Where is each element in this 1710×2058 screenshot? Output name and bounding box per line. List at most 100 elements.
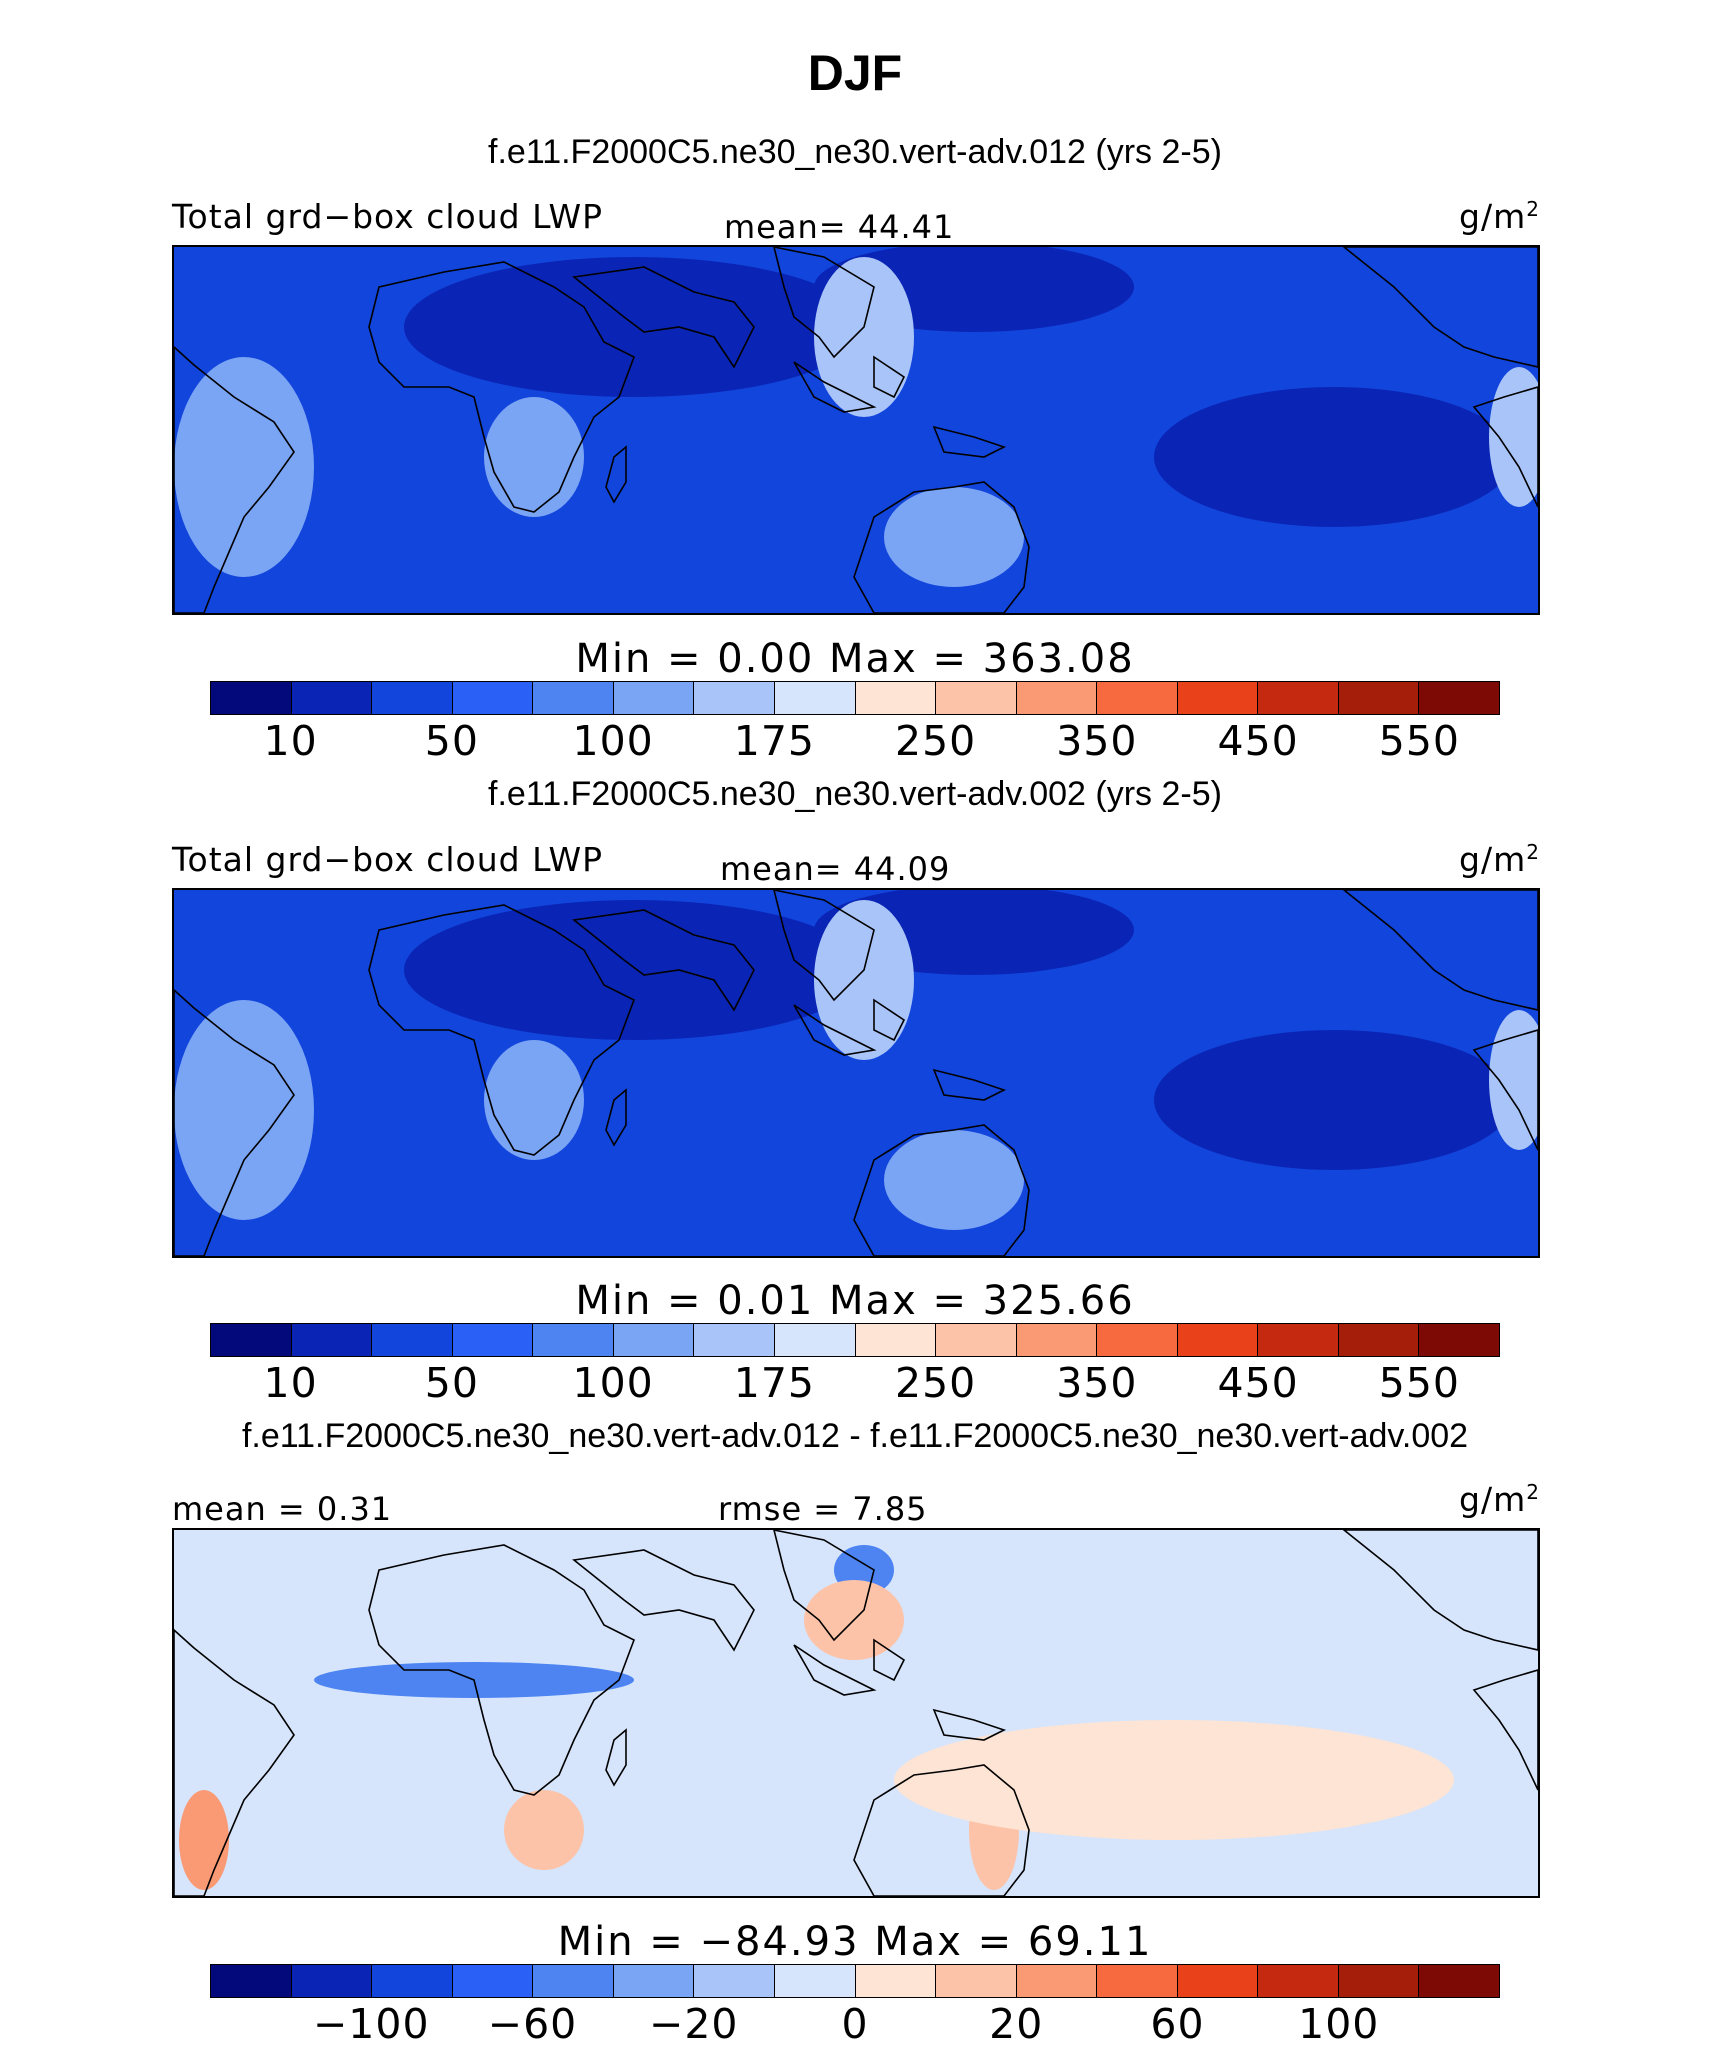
panel-3-units: g/m2 (1459, 1480, 1540, 1519)
panel-1-colorbar-ticks: 10 50 100 175 250 350 450 550 (210, 717, 1500, 765)
coast-north-america (1342, 247, 1538, 368)
colorbar-swatch (694, 1965, 775, 1997)
coast-arabia-india (572, 266, 755, 369)
coast-east-asia (773, 890, 875, 1002)
colorbar-tick-label: 350 (1056, 1359, 1138, 1407)
colorbar-swatch (1419, 682, 1499, 714)
colorbar-swatch (452, 682, 534, 714)
panel-1-mean-stat: mean= 44.41 (724, 208, 955, 246)
colorbar-tick-label: 50 (424, 1359, 479, 1407)
colorbar-swatch (694, 1324, 775, 1356)
panel-3-colorbar (210, 1964, 1500, 1998)
coast-south-america-west (1472, 386, 1538, 508)
colorbar-tick-label: 550 (1378, 1359, 1461, 1407)
colorbar-tick-label: 50 (424, 717, 479, 765)
panel-3-colorbar-ticks: −100 −60 −20 0 20 60 100 (210, 2000, 1500, 2048)
colorbar-swatch (211, 682, 292, 714)
colorbar-swatch (1097, 1324, 1178, 1356)
colorbar-swatch (533, 682, 614, 714)
colorbar-swatch (211, 1324, 292, 1356)
colorbar-tick-label: 100 (572, 1359, 654, 1407)
positive-anomaly-southern-africa (504, 1790, 584, 1870)
colorbar-swatch (533, 1965, 614, 1997)
colorbar-swatch (774, 1965, 856, 1997)
colorbar-tick-label: 0 (841, 2000, 869, 2048)
panel-2-mean-stat: mean= 44.09 (720, 850, 951, 888)
colorbar-tick-label: 550 (1378, 717, 1461, 765)
coast-madagascar (605, 445, 627, 504)
colorbar-swatch (855, 1965, 937, 1997)
panel-2-colorbar-ticks: 10 50 100 175 250 350 450 550 (210, 1359, 1500, 1407)
colorbar-swatch (613, 1965, 695, 1997)
colorbar-swatch (1258, 682, 1339, 714)
colorbar-swatch (1177, 1324, 1259, 1356)
high-lwp-region-china (814, 257, 914, 417)
colorbar-swatch (1016, 1965, 1098, 1997)
colorbar-swatch (372, 1324, 453, 1356)
main-title: DJF (807, 45, 903, 101)
panel-2-min-max: Min = 0.01 Max = 325.66 (575, 1278, 1135, 1324)
colorbar-swatch (1419, 1965, 1499, 1997)
colorbar-swatch (533, 1324, 614, 1356)
colorbar-swatch (774, 682, 856, 714)
panel-2-variable-label: Total grd−box cloud LWP (172, 840, 603, 879)
colorbar-swatch (1016, 682, 1098, 714)
panel-2-units: g/m2 (1459, 840, 1540, 879)
colorbar-tick-label: −60 (487, 2000, 578, 2048)
coast-north-america (1342, 890, 1538, 1011)
colorbar-swatch (291, 1324, 373, 1356)
coast-maritime (793, 998, 1007, 1101)
colorbar-swatch (936, 682, 1017, 714)
panel-2-colorbar (210, 1323, 1500, 1357)
colorbar-swatch (774, 1324, 856, 1356)
high-lwp-region-china (814, 900, 914, 1060)
colorbar-swatch (613, 1324, 695, 1356)
panel-1-colorbar (210, 681, 1500, 715)
coast-south-america-west (1472, 1669, 1538, 1791)
coast-africa (368, 904, 636, 1156)
colorbar-tick-label: −100 (312, 2000, 430, 2048)
low-lwp-region-sahara (404, 900, 864, 1040)
colorbar-swatch (291, 1965, 373, 1997)
colorbar-tick-label: 250 (894, 717, 977, 765)
colorbar-swatch (855, 682, 937, 714)
coast-maritime (793, 1638, 1007, 1741)
coast-australia (853, 1764, 1030, 1896)
colorbar-swatch (291, 682, 373, 714)
colorbar-swatch (372, 682, 453, 714)
positive-anomaly-south-america (179, 1790, 229, 1890)
colorbar-swatch (1419, 1324, 1499, 1356)
colorbar-tick-label: −20 (648, 2000, 739, 2048)
panel-3-rmse-stat: rmse = 7.85 (718, 1490, 928, 1528)
low-lwp-region-east-pacific (1154, 1030, 1514, 1170)
coast-east-asia (773, 247, 875, 359)
colorbar-swatch (1177, 1965, 1259, 1997)
coast-africa (368, 1544, 636, 1796)
low-lwp-region-sahara (404, 257, 864, 397)
panel-1-units: g/m2 (1459, 197, 1540, 236)
panel-3-case-title: f.e11.F2000C5.ne30_ne30.vert-adv.012 - f… (241, 1417, 1469, 1455)
colorbar-tick-label: 20 (989, 2000, 1044, 2048)
coast-south-america-west (1472, 1029, 1538, 1151)
colorbar-tick-label: 60 (1150, 2000, 1205, 2048)
colorbar-swatch (613, 682, 695, 714)
colorbar-swatch (855, 1324, 937, 1356)
coast-madagascar (605, 1728, 627, 1787)
colorbar-tick-label: 175 (733, 1359, 816, 1407)
coast-africa (368, 261, 636, 513)
colorbar-tick-label: 450 (1217, 717, 1299, 765)
high-lwp-region-andes (1489, 367, 1538, 507)
colorbar-swatch (452, 1324, 534, 1356)
colorbar-swatch (1097, 1965, 1178, 1997)
colorbar-swatch (211, 1965, 292, 1997)
colorbar-swatch (1258, 1324, 1339, 1356)
colorbar-tick-label: 100 (572, 717, 654, 765)
panel-1-min-max: Min = 0.00 Max = 363.08 (575, 636, 1135, 682)
panel-1-map (172, 245, 1540, 615)
colorbar-swatch (452, 1965, 534, 1997)
coast-maritime (793, 355, 1007, 458)
coast-south-america (174, 345, 295, 613)
panel-3-map (172, 1528, 1540, 1898)
coast-east-asia (773, 1530, 875, 1642)
coast-south-america (174, 988, 295, 1256)
